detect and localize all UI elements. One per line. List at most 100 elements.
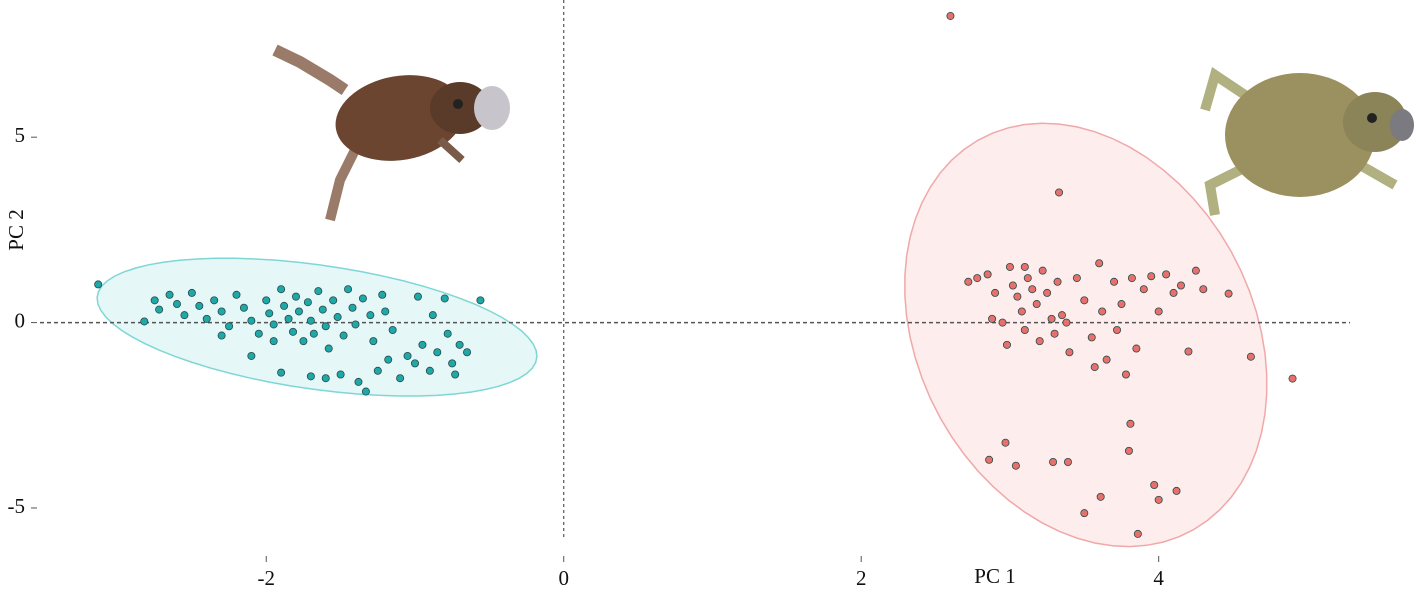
point xyxy=(1113,325,1122,334)
point xyxy=(165,290,174,299)
point xyxy=(1065,348,1074,357)
point xyxy=(1172,486,1181,495)
point xyxy=(1150,480,1159,489)
point xyxy=(284,314,293,323)
point xyxy=(1043,288,1052,297)
point xyxy=(94,280,103,289)
point xyxy=(321,374,330,383)
point xyxy=(476,296,485,305)
point xyxy=(324,344,333,353)
point xyxy=(232,290,241,299)
point xyxy=(1023,274,1032,283)
point xyxy=(1028,285,1037,294)
point xyxy=(306,316,315,325)
confidence-ellipse xyxy=(96,257,538,397)
x-tick-label: 0 xyxy=(558,566,569,590)
point xyxy=(388,325,397,334)
point xyxy=(1080,296,1089,305)
point xyxy=(321,322,330,331)
point xyxy=(1224,289,1233,298)
point xyxy=(369,337,378,346)
x-tick-label: -2 xyxy=(257,566,275,590)
point xyxy=(247,316,256,325)
point xyxy=(1005,262,1014,271)
point xyxy=(1127,274,1136,283)
point xyxy=(306,372,315,381)
point xyxy=(384,355,393,364)
point xyxy=(378,290,387,299)
point xyxy=(1176,281,1185,290)
point xyxy=(443,329,452,338)
point xyxy=(303,298,312,307)
y-tick-label: 0 xyxy=(15,308,26,332)
point xyxy=(217,307,226,316)
point xyxy=(1117,300,1126,309)
point xyxy=(451,370,460,379)
point xyxy=(1126,419,1135,428)
point xyxy=(247,351,256,360)
x-tick-label: 4 xyxy=(1153,566,1164,590)
point xyxy=(269,320,278,329)
point xyxy=(983,270,992,279)
point xyxy=(195,301,204,310)
point xyxy=(180,311,189,320)
point xyxy=(1154,307,1163,316)
point xyxy=(1110,277,1119,286)
point xyxy=(361,387,370,396)
axes: -2 0 2 4 -5 0 5 xyxy=(8,0,1350,590)
point xyxy=(336,370,345,379)
point xyxy=(339,331,348,340)
point xyxy=(187,288,196,297)
point xyxy=(333,313,342,322)
point xyxy=(289,327,298,336)
point xyxy=(329,296,338,305)
point xyxy=(1098,307,1107,316)
point xyxy=(280,301,289,310)
point xyxy=(277,285,286,294)
points xyxy=(94,11,1297,538)
point xyxy=(309,329,318,338)
point xyxy=(1058,311,1067,320)
point xyxy=(1020,325,1029,334)
point xyxy=(463,348,472,357)
point xyxy=(277,368,286,377)
point xyxy=(1147,272,1156,281)
point xyxy=(1090,363,1099,372)
point xyxy=(1288,374,1297,383)
point xyxy=(1184,347,1193,356)
point xyxy=(1049,457,1058,466)
point xyxy=(1124,446,1133,455)
point xyxy=(425,366,434,375)
point xyxy=(946,11,955,20)
point xyxy=(1191,266,1200,275)
point xyxy=(202,314,211,323)
point xyxy=(1121,370,1130,379)
point xyxy=(973,274,982,283)
frog-illustration-left xyxy=(272,44,510,222)
point xyxy=(455,340,464,349)
point xyxy=(254,329,263,338)
y-tick-label: -5 xyxy=(8,494,26,518)
point xyxy=(988,314,997,323)
y-tick-label: 5 xyxy=(15,123,26,147)
point xyxy=(291,292,300,301)
point xyxy=(998,318,1007,327)
point xyxy=(1080,509,1089,518)
point xyxy=(1038,266,1047,275)
point xyxy=(440,294,449,303)
point xyxy=(403,351,412,360)
point xyxy=(1047,314,1056,323)
ellipses xyxy=(96,122,1268,548)
point xyxy=(155,305,164,314)
point xyxy=(217,331,226,340)
point xyxy=(1050,329,1059,338)
point xyxy=(366,311,375,320)
point xyxy=(1032,300,1041,309)
point xyxy=(964,277,973,286)
confidence-ellipse xyxy=(904,122,1268,548)
point xyxy=(1095,259,1104,268)
point xyxy=(344,285,353,294)
point xyxy=(373,366,382,375)
point xyxy=(1162,270,1171,279)
point xyxy=(1011,461,1020,470)
